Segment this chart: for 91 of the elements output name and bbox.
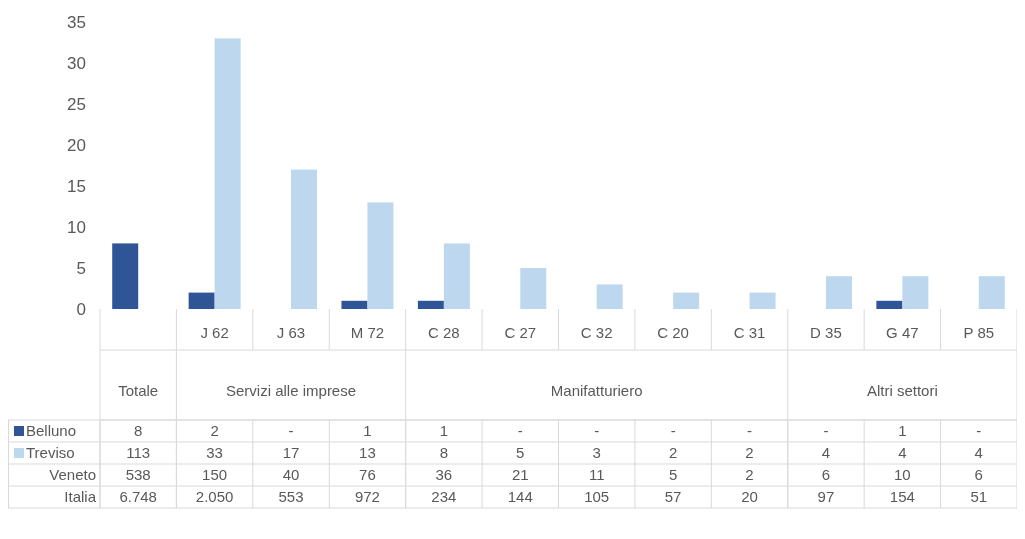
data-label: 2: [210, 422, 219, 440]
x-tick-label: G 47: [886, 324, 919, 341]
data-label: 1: [439, 422, 449, 440]
text: 113: [126, 444, 151, 462]
data-label: 2: [668, 444, 678, 462]
text: -: [594, 422, 600, 440]
text: 6.748: [119, 488, 157, 506]
text: 972: [354, 488, 380, 506]
text: -: [823, 422, 829, 440]
bar: [673, 292, 700, 309]
data-label: 33: [206, 444, 223, 462]
x-tick-label: C 27: [504, 324, 537, 341]
x-tick-label: M 72: [350, 324, 385, 341]
y-tick-label: 20: [67, 135, 86, 155]
text: 40: [282, 466, 300, 484]
text: 2: [745, 466, 754, 484]
data-label: 13: [359, 444, 376, 462]
bar: [902, 276, 929, 309]
x-tick-label: P 85: [963, 324, 995, 341]
x-tick-label: C 28: [428, 324, 460, 341]
text: 76: [359, 466, 376, 484]
text: 21: [511, 466, 529, 484]
bar: [291, 169, 318, 309]
x-tick-label: J 62: [200, 324, 229, 341]
data-label: 8: [439, 444, 449, 462]
bar: [214, 38, 241, 309]
bar: [112, 243, 139, 309]
data-label: 1: [898, 422, 907, 440]
text: 57: [664, 488, 682, 506]
x-tick-label: D 35: [810, 324, 842, 341]
bar: [978, 276, 1005, 309]
text: -: [288, 422, 294, 440]
y-tick-label: 5: [76, 258, 86, 278]
text: 154: [889, 488, 915, 506]
y-tick-label: 30: [67, 53, 86, 73]
text: Italia: [64, 488, 97, 506]
text: 20: [741, 488, 758, 506]
data-label: 4: [821, 444, 831, 462]
y-tick-label: 25: [67, 94, 86, 114]
data-label: 4: [898, 444, 907, 462]
text: Totale: [118, 382, 159, 399]
text: -: [517, 422, 523, 440]
x-tick-label: C 32: [580, 324, 613, 341]
legend-label: Belluno: [26, 422, 77, 440]
x-tick-label: C 20: [657, 324, 689, 341]
text: 234: [431, 488, 457, 506]
x-tick-label: J 63: [276, 324, 306, 341]
bar: [749, 292, 776, 309]
text: 51: [970, 488, 988, 506]
text: -: [670, 422, 676, 440]
data-label: 5: [516, 444, 525, 462]
text: 538: [125, 466, 151, 484]
data-label: 4: [974, 444, 983, 462]
x-tick-label: C 31: [733, 324, 766, 341]
bar: [417, 300, 444, 309]
text: 10: [894, 466, 911, 484]
y-tick-label: 10: [67, 217, 86, 237]
text: Veneto: [49, 466, 96, 484]
text: -: [976, 422, 982, 440]
text: 144: [507, 488, 533, 506]
text: Altri settori: [866, 382, 938, 399]
bar: [596, 284, 623, 309]
text: Manifatturiero: [550, 382, 643, 399]
y-tick-label: 15: [67, 176, 86, 196]
data-label: 1: [363, 422, 372, 440]
text: 553: [278, 488, 304, 506]
text: 11: [588, 466, 605, 484]
text: 5: [668, 466, 678, 484]
data-label: 17: [282, 444, 300, 462]
bar: [341, 300, 368, 309]
text: 150: [202, 466, 228, 484]
data-label: 3: [592, 444, 601, 462]
data-label: 8: [134, 422, 143, 440]
bar: [367, 202, 394, 309]
y-tick-label: 35: [67, 12, 86, 32]
text: -: [747, 422, 753, 440]
data-label: 2: [745, 444, 754, 462]
text: 6: [974, 466, 983, 484]
bar: [825, 276, 852, 309]
bar: [520, 268, 547, 309]
bar: [443, 243, 470, 309]
text: 36: [435, 466, 453, 484]
bar: [188, 292, 215, 309]
text: 2.050: [195, 488, 234, 506]
legend-label: Treviso: [26, 444, 75, 462]
bar: [876, 300, 903, 309]
text: Servizi alle imprese: [226, 382, 357, 399]
text: 6: [821, 466, 831, 484]
y-tick-label: 0: [76, 299, 86, 319]
text: 97: [817, 488, 835, 506]
text: 105: [584, 488, 610, 506]
